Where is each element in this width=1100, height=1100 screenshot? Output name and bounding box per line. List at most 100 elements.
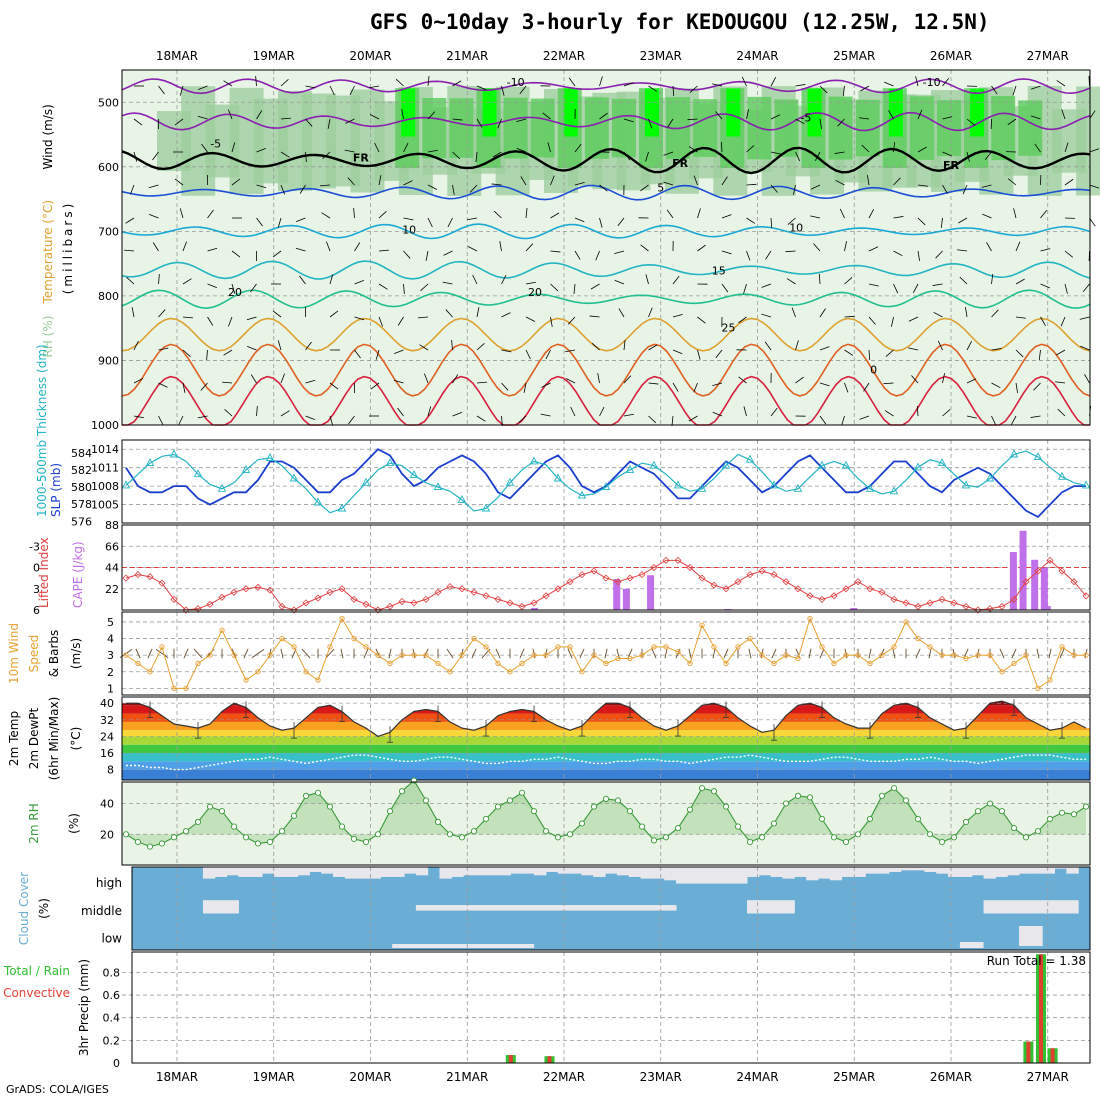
- rh2m-marker: [818, 815, 826, 822]
- precip-conv-bar: [547, 1056, 552, 1063]
- wind-tick: 2: [107, 666, 114, 679]
- cloud-high-gap: [368, 867, 381, 879]
- wind-barb: [916, 405, 919, 417]
- precip-tick: 0.2: [103, 1034, 121, 1047]
- rh2m-marker: [350, 835, 358, 842]
- lifted-index-marker: [578, 571, 586, 579]
- cape-bar: [850, 608, 858, 610]
- lifted-index-marker: [602, 574, 610, 582]
- isotherm-label: 15: [712, 265, 726, 278]
- wind-barb: [206, 349, 208, 360]
- wind-barb: [648, 344, 658, 351]
- cloud-high-gap: [1042, 867, 1056, 874]
- cloud-high-gap: [380, 867, 393, 877]
- wind-speed-marker: [735, 644, 741, 650]
- cloud-high-gap: [486, 867, 500, 876]
- wind-speed-marker: [471, 635, 477, 642]
- thickness-marker: [313, 497, 323, 506]
- date-label-top: 23MAR: [640, 49, 682, 63]
- temp-band: [122, 705, 1090, 714]
- wind-barb: [721, 214, 732, 219]
- rh2m-marker: [974, 808, 982, 815]
- isotherm-label: 0: [870, 363, 877, 376]
- wind-barb: [819, 118, 822, 129]
- isotherm-label: FR: [943, 159, 960, 172]
- wind-speed-marker: [123, 652, 129, 658]
- wind-barb-10m: [748, 648, 752, 659]
- wind-barb: [158, 382, 168, 388]
- rh2m-marker: [218, 808, 226, 815]
- wind-barb-10m: [135, 648, 141, 659]
- lifted-index-marker: [554, 585, 562, 593]
- wind-barb-10m: [976, 648, 980, 659]
- wind-barb: [296, 217, 306, 222]
- cloud-level-label: low: [102, 932, 123, 946]
- wind-barb: [305, 118, 313, 127]
- cloud-mid-gap: [522, 905, 535, 911]
- lifted-index-marker: [506, 599, 514, 607]
- wind-barb: [272, 310, 282, 318]
- wind-barb-10m: [604, 648, 608, 659]
- lifted-index-marker: [458, 585, 466, 593]
- rh2m-marker: [914, 815, 922, 822]
- wind-barb: [179, 85, 184, 96]
- thickness-marker: [697, 483, 707, 492]
- wind-tick: 5: [107, 616, 114, 629]
- wind-speed-marker: [339, 615, 345, 622]
- wind-barb: [810, 184, 821, 190]
- rh2m-tick: 40: [100, 798, 114, 811]
- wind-barb: [305, 341, 312, 351]
- wind-barb: [957, 249, 968, 252]
- wind-barb: [884, 81, 894, 87]
- wind-barb-10m: [183, 648, 189, 659]
- thickness-marker: [529, 456, 539, 465]
- cloud-high-gap: [971, 867, 985, 876]
- cloud-high-gap: [723, 867, 736, 884]
- rh2m-panel-frame: [121, 781, 1091, 866]
- wind-speed-marker: [183, 685, 189, 692]
- lifted-index-marker: [626, 574, 634, 582]
- thickness-tick: 584: [71, 447, 92, 460]
- wind-barb: [640, 244, 649, 252]
- wind-barb: [369, 85, 380, 89]
- wind-barb: [787, 217, 796, 225]
- wind-barb: [743, 283, 747, 294]
- rh-shade: [888, 88, 903, 137]
- cloud-high-gap: [735, 867, 748, 884]
- wind-barb: [618, 308, 625, 318]
- precip-conv-bar: [1050, 1048, 1055, 1063]
- cloud-low-gap: [392, 944, 535, 948]
- wind-barb: [688, 146, 698, 153]
- credit-text: GrADS: COLA/IGES: [6, 1083, 109, 1096]
- temp-panel-frame: [121, 696, 1091, 781]
- lifted-index-marker: [722, 585, 730, 593]
- wind-barb: [491, 183, 502, 186]
- wind-barb: [476, 118, 483, 128]
- wind-barb: [550, 175, 555, 186]
- wind-barb: [393, 379, 404, 384]
- slp-tick: 1011: [91, 462, 119, 475]
- lifted-index-marker: [398, 597, 406, 606]
- wind-barb: [573, 283, 576, 294]
- dewpoint-line: [126, 754, 1086, 771]
- isotherm-label: -5: [210, 137, 221, 150]
- lifted-index-marker: [158, 579, 166, 587]
- wind-barb: [868, 246, 879, 252]
- rh-shade: [611, 98, 636, 158]
- wind-speed-marker: [483, 644, 489, 650]
- wind-barb: [614, 279, 625, 285]
- isotherm-label: 20: [228, 286, 242, 299]
- cloud-high-gap: [356, 867, 370, 879]
- wind-barb: [859, 117, 870, 120]
- wind-barb: [574, 250, 581, 260]
- wind-barb-10m: [808, 648, 812, 659]
- wind-barb: [984, 151, 992, 161]
- lifted-index-marker: [650, 563, 658, 572]
- date-label-top: 22MAR: [543, 49, 585, 63]
- wind-speed-marker: [267, 652, 273, 658]
- lifted-index-marker: [1070, 578, 1078, 586]
- cloud-high-gap: [250, 867, 263, 877]
- wind-barb: [131, 307, 135, 318]
- lifted-index-marker: [374, 606, 382, 614]
- cloud-high-gap: [333, 867, 346, 877]
